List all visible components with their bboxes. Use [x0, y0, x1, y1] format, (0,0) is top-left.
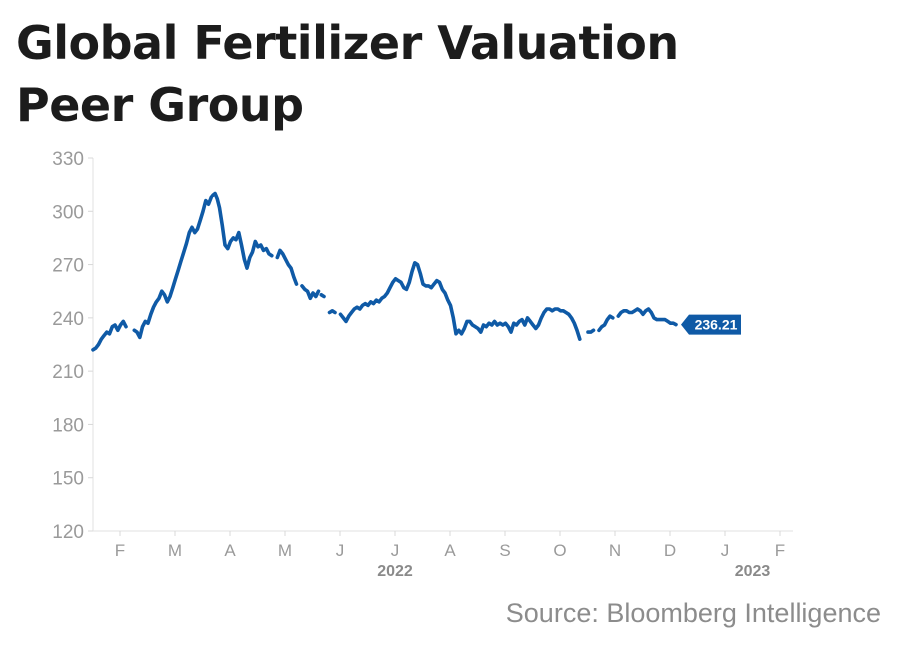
- y-tick-label: 330: [52, 149, 84, 170]
- series-line-segment: [616, 307, 678, 327]
- series-line-segment: [275, 248, 299, 286]
- y-tick-label: 150: [52, 469, 84, 490]
- y-tick-label: 180: [52, 415, 84, 436]
- y-tick-label: 270: [52, 256, 84, 277]
- series-line-segment: [300, 284, 321, 301]
- x-tick-label: M: [168, 541, 182, 560]
- x-tick-label: A: [444, 541, 456, 560]
- source-note: Source: Bloomberg Intelligence: [505, 598, 881, 628]
- series-line-segment: [338, 260, 582, 342]
- x-tick-label: J: [336, 541, 345, 560]
- series-line-segment: [91, 319, 128, 352]
- x-tick-label: F: [115, 541, 125, 560]
- x-year-label: 2022: [377, 563, 413, 580]
- x-tick-label: A: [224, 541, 236, 560]
- series-line-segment: [597, 314, 615, 333]
- series-line-segment: [327, 308, 337, 315]
- x-tick-label: J: [721, 541, 730, 560]
- chart-title-line-2: Peer Group: [16, 78, 304, 132]
- y-tick-label: 300: [52, 202, 84, 223]
- x-tick-label: O: [553, 541, 566, 560]
- series-line-segment: [319, 292, 326, 299]
- last-value-label: 236.21: [695, 317, 738, 333]
- y-tick-label: 240: [52, 309, 84, 330]
- y-tick-label: 120: [52, 522, 84, 543]
- x-tick-label: S: [499, 541, 510, 560]
- x-tick-label: F: [775, 541, 785, 560]
- last-value-tag: [681, 314, 741, 335]
- chart-title: Global Fertilizer Valuation Peer Group: [16, 12, 876, 136]
- x-tick-label: D: [664, 541, 676, 560]
- x-year-label: 2023: [735, 563, 771, 580]
- x-tick-label: M: [278, 541, 292, 560]
- series-line-segment: [586, 328, 596, 334]
- chart-title-line-1: Global Fertilizer Valuation: [16, 16, 679, 70]
- series-line-segment: [132, 195, 214, 340]
- x-tick-label: N: [609, 541, 621, 560]
- y-tick-label: 210: [52, 362, 84, 383]
- series-line-segment: [211, 191, 274, 270]
- x-tick-label: J: [391, 541, 400, 560]
